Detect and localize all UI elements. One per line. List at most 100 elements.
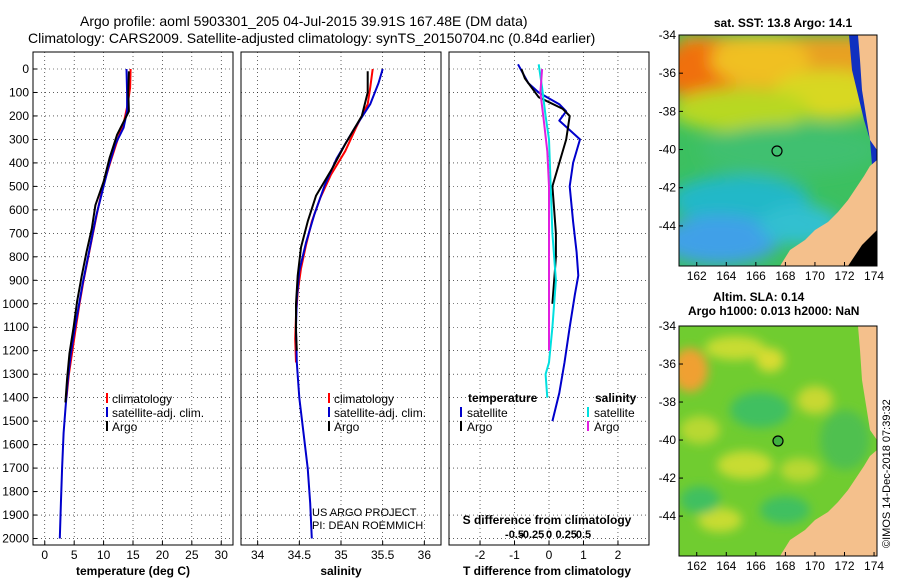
lat-tick-label: -40 (659, 143, 677, 157)
lon-tick-label: 168 (775, 559, 795, 573)
lon-tick-label: 170 (805, 269, 825, 283)
lat-tick-label: -36 (659, 66, 677, 80)
legend-label-argo: Argo (334, 420, 360, 434)
difference-series (517, 63, 581, 422)
y-tick-label: 1600 (2, 438, 29, 452)
sla-map-title-2: Argo h1000: 0.013 h2000: NaN (688, 304, 859, 318)
legend-label-climatology: climatology (112, 392, 172, 406)
series-line-satellite-adj-clim- (58, 68, 129, 539)
legend-label-climatology: climatology (334, 392, 394, 406)
s-difference-label: S difference from climatology (463, 513, 632, 527)
legend-swatch-argo (106, 421, 108, 431)
legend-swatch-argo (328, 421, 330, 431)
lon-tick-label: 170 (805, 559, 825, 573)
title-line-2: Climatology: CARS2009. Satellite-adjuste… (28, 30, 595, 46)
s-diff-tick-label: 0 (546, 529, 552, 541)
y-tick-label: 1200 (2, 344, 29, 358)
temperature-panel: 0 5 10 15 20 25 30 0 100 200 300 400 500 600 700 800 90… (2, 51, 234, 578)
lon-tick-label: 162 (687, 269, 707, 283)
temperature-legend: climatology satellite-adj. clim. Argo (106, 392, 204, 434)
legend-label-satellite: satellite-adj. clim. (334, 406, 426, 420)
south-island-land (780, 450, 877, 556)
s-diff-tick-label: -0.5 (505, 529, 524, 541)
series-line-argo (64, 71, 130, 403)
t-difference-x-ticks: -2 -1 0 1 2 (475, 541, 622, 562)
sst-color-field (679, 35, 877, 265)
x-tick-label: 15 (126, 548, 140, 562)
lat-tick-label: -42 (659, 471, 677, 485)
title-line-1: Argo profile: aoml 5903301_205 04-Jul-20… (80, 13, 528, 29)
x-tick-label: -1 (509, 548, 520, 562)
lat-tick-label: -44 (659, 219, 677, 233)
temperature-grid (33, 52, 233, 545)
sla-map-title-1: Altim. SLA: 0.14 (713, 290, 805, 304)
y-tick-label: 1500 (2, 414, 29, 428)
north-island-land (858, 35, 877, 150)
lon-tick-label: 172 (834, 269, 854, 283)
x-tick-label: 0 (41, 548, 48, 562)
x-tick-label: 5 (71, 548, 78, 562)
y-tick-label: 1000 (2, 297, 29, 311)
legend-label-s-satellite: satellite (594, 406, 635, 420)
lat-tick-label: -42 (659, 181, 677, 195)
salinity-panel: 34 34.5 35 35.5 36 salinity climatology sate… (240, 51, 442, 578)
legend-label-t-argo: Argo (467, 420, 493, 434)
lon-tick-label: 168 (775, 269, 795, 283)
temperature-x-label: temperature (deg C) (76, 564, 190, 578)
lat-tick-label: -40 (659, 433, 677, 447)
difference-panel: -2 -1 0 1 2 -0.5-0.25 0 0.250.5 T difference f… (448, 51, 650, 578)
project-credit: US ARGO PROJECT (312, 507, 417, 519)
lat-tick-label: -34 (659, 319, 677, 333)
y-tick-label: 1800 (2, 485, 29, 499)
lon-tick-label: 164 (716, 269, 736, 283)
legend-label-s-argo: Argo (594, 420, 620, 434)
x-tick-label: 34.5 (288, 548, 312, 562)
x-tick-label: 2 (615, 548, 622, 562)
lat-tick-label: -44 (659, 509, 677, 523)
pi-credit: PI: DEAN ROEMMICH (312, 520, 423, 532)
x-tick-label: 10 (97, 548, 111, 562)
argo-float-marker (772, 435, 784, 447)
y-tick-label: 1300 (2, 367, 29, 381)
t-difference-x-label: T difference from climatology (463, 564, 631, 578)
x-tick-label: 34 (251, 548, 265, 562)
x-tick-label: 20 (156, 548, 170, 562)
y-tick-label: 900 (9, 273, 29, 287)
y-tick-label: 2000 (2, 532, 29, 546)
y-tick-label: 300 (9, 132, 29, 146)
series-line-s-satellite (537, 64, 557, 398)
sst-map-title: sat. SST: 13.8 Argo: 14.1 (714, 16, 853, 30)
y-tick-label: 400 (9, 156, 29, 170)
x-tick-label: -2 (475, 548, 486, 562)
salinity-legend: climatology satellite-adj. clim. Argo (328, 392, 426, 434)
lon-tick-label: 164 (716, 559, 736, 573)
x-tick-label: 35 (334, 548, 348, 562)
sla-map-lon-ticks: 162 164 166 168 170 172 174 (687, 552, 884, 573)
x-tick-label: 30 (215, 548, 229, 562)
lon-tick-label: 162 (687, 559, 707, 573)
series-line-s-argo (539, 68, 550, 351)
lon-tick-label: 166 (746, 559, 766, 573)
legend-label-satellite: satellite-adj. clim. (112, 406, 204, 420)
y-tick-label: 600 (9, 203, 29, 217)
lon-tick-label: 172 (834, 559, 854, 573)
y-tick-label: 100 (9, 85, 29, 99)
s-diff-tick-label: 0.25 (556, 529, 577, 541)
series-line-t-argo (520, 68, 571, 304)
x-tick-label: 0 (546, 548, 553, 562)
legend-header-salinity: salinity (595, 391, 637, 405)
legend-label-argo: Argo (112, 420, 138, 434)
legend-swatch-t-satellite (460, 407, 462, 417)
sla-color-field (679, 336, 870, 532)
south-island-land (780, 160, 877, 266)
legend-swatch-satellite (328, 407, 330, 417)
legend-swatch-s-argo (587, 421, 589, 431)
y-tick-label: 1900 (2, 508, 29, 522)
y-tick-label: 500 (9, 179, 29, 193)
s-diff-tick-label: -0.25 (519, 529, 544, 541)
lat-tick-label: -38 (659, 104, 677, 118)
imos-timestamp: ©IMOS 14-Dec-2018 07:39:32 (881, 399, 893, 548)
legend-header-temperature: temperature (468, 391, 538, 405)
lon-tick-label: 174 (864, 269, 884, 283)
